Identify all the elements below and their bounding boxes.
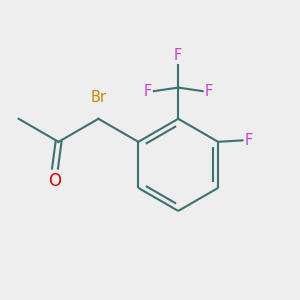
Text: Br: Br [91, 90, 107, 105]
Text: F: F [174, 48, 182, 63]
Text: O: O [49, 172, 62, 190]
Text: F: F [205, 84, 213, 99]
Text: F: F [245, 133, 253, 148]
Text: F: F [143, 84, 152, 99]
